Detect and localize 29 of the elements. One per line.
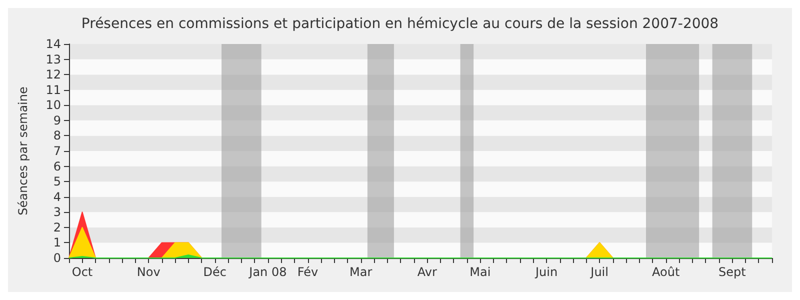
chart-title: Présences en commissions et participation en hémicycle au cours de la session 2007-2008 (81, 16, 719, 32)
x-tick-label: Jan 08 (248, 265, 287, 279)
x-tick-label: Mar (349, 265, 372, 279)
x-tick-label: Avr (417, 265, 437, 279)
y-tick-label: 7 (53, 144, 61, 158)
x-tick-label: Août (652, 265, 680, 279)
y-tick-label: 1 (53, 236, 61, 250)
x-tick-label: Juil (590, 265, 608, 279)
y-tick-label: 5 (53, 174, 61, 189)
y-tick-label: 12 (46, 68, 61, 82)
y-axis-title: Séances par semaine (16, 86, 30, 216)
x-tick-label: Sept (718, 265, 746, 279)
y-tick-label: 14 (46, 37, 61, 51)
y-tick-label: 0 (53, 251, 61, 265)
y-tick-label: 6 (53, 159, 61, 174)
y-tick-label: 11 (46, 82, 61, 97)
y-tick-label: 9 (53, 113, 61, 128)
x-tick-label: Fév (297, 265, 318, 279)
x-tick-label: Oct (72, 265, 93, 279)
x-tick-label: Déc (203, 265, 227, 279)
y-tick-label: 4 (53, 190, 61, 204)
x-tick-label: Juin (534, 265, 558, 279)
y-tick-label: 13 (46, 52, 61, 66)
y-tick-label: 8 (53, 128, 61, 143)
y-tick-label: 10 (46, 98, 61, 112)
y-tick-label: 3 (53, 205, 61, 220)
x-tick-label: Mai (470, 265, 491, 279)
y-tick-label: 2 (53, 220, 61, 234)
x-tick-label: Nov (136, 265, 160, 279)
